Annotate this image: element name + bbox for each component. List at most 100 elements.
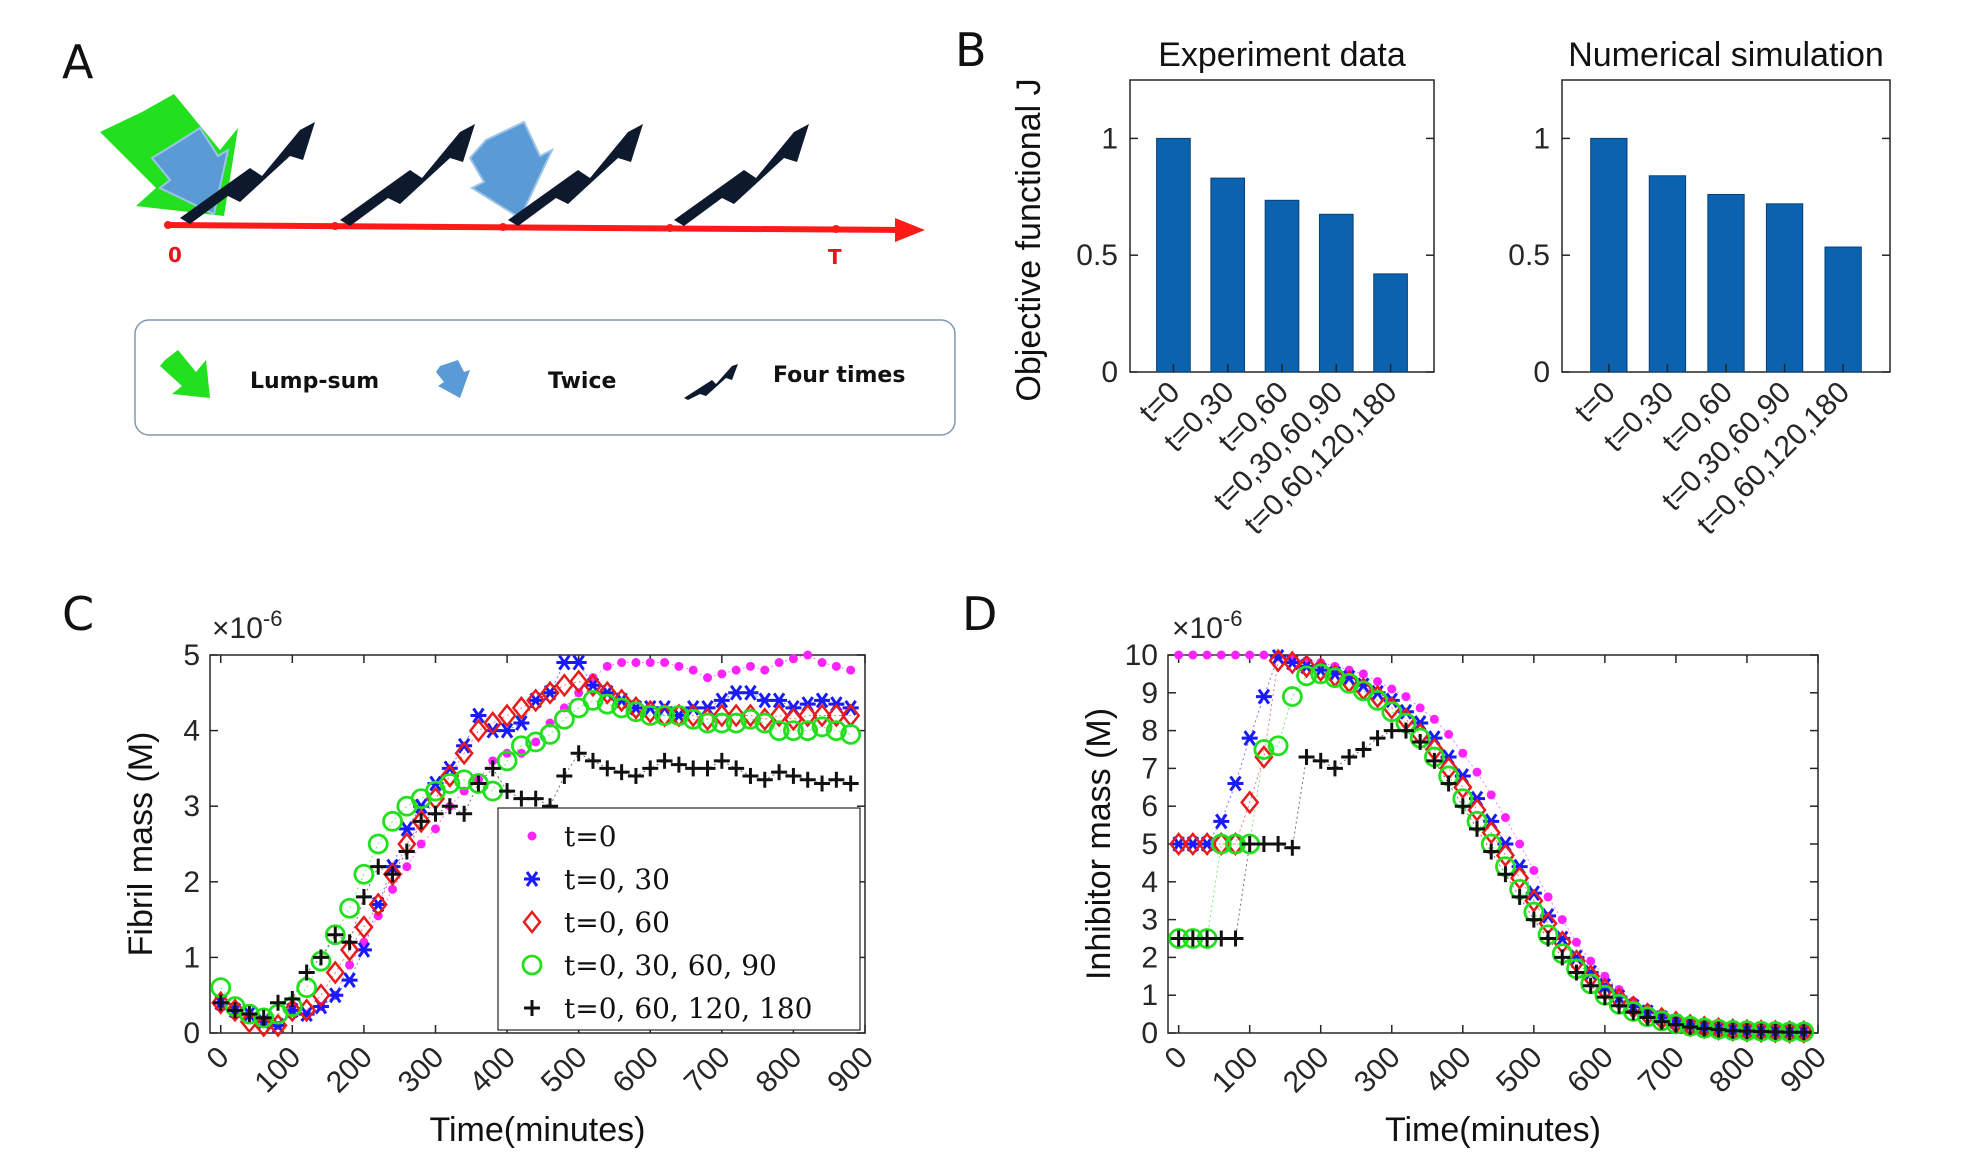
point — [454, 741, 474, 766]
legend-entry: t=0, 30 — [564, 863, 670, 896]
bar — [1765, 203, 1804, 373]
point — [1170, 930, 1187, 947]
y-axis-title: Inhibitor mass (M) — [1080, 708, 1118, 980]
point — [1184, 930, 1201, 947]
point — [712, 703, 732, 728]
point — [227, 1002, 244, 1019]
asterisk-stroke — [1342, 669, 1356, 686]
asterisk-stroke — [758, 692, 772, 709]
point — [668, 705, 690, 726]
y-tick-label: 4 — [1141, 866, 1158, 899]
point — [468, 718, 489, 743]
point — [470, 707, 487, 724]
plot-frame — [209, 654, 866, 1034]
point — [1696, 1020, 1713, 1037]
point — [1524, 888, 1544, 913]
point — [1453, 775, 1473, 800]
asterisk-stroke — [1556, 930, 1569, 947]
four-times-bolt-icon — [508, 124, 643, 226]
point — [799, 771, 816, 788]
point — [298, 964, 315, 981]
point — [660, 658, 670, 668]
point — [367, 833, 389, 855]
x-tick-label: 500 — [535, 1041, 594, 1100]
point — [582, 689, 604, 711]
point — [1469, 820, 1486, 837]
legend-entry: t=0 — [564, 820, 617, 853]
point — [611, 697, 633, 719]
y-tick-label: 5 — [1141, 828, 1158, 861]
point — [785, 767, 802, 784]
point — [1458, 748, 1468, 758]
point — [225, 998, 245, 1023]
asterisk-stroke — [400, 821, 414, 837]
point — [1429, 714, 1439, 724]
point — [1281, 686, 1303, 707]
legend-four-times-icon — [684, 364, 738, 400]
point — [368, 892, 388, 917]
asterisk-stroke — [844, 700, 857, 716]
point — [540, 680, 560, 705]
point — [1679, 1015, 1701, 1037]
point — [797, 720, 819, 741]
point — [510, 735, 532, 757]
point — [1296, 665, 1317, 687]
point — [1310, 663, 1332, 685]
legend-twice-label: Twice — [548, 369, 616, 394]
asterisk-stroke — [472, 707, 485, 724]
point — [688, 665, 698, 675]
point — [1240, 790, 1260, 815]
point — [1682, 1018, 1699, 1035]
point — [570, 654, 587, 671]
x-tick-label: 200 — [320, 1041, 379, 1100]
point — [1367, 689, 1388, 711]
point — [1270, 836, 1287, 852]
point — [612, 688, 632, 713]
asterisk-stroke — [500, 722, 514, 739]
four-times-bolt-icon — [340, 124, 475, 226]
point — [416, 839, 426, 849]
four-times-bolt-icon — [674, 124, 809, 226]
legend-box — [497, 807, 861, 1031]
point — [617, 658, 627, 668]
point — [768, 720, 790, 741]
panel-letter-b: B — [955, 23, 987, 77]
point — [814, 692, 831, 709]
point — [1511, 888, 1528, 905]
asterisk-stroke — [443, 760, 457, 777]
y-tick-label: 2 — [183, 866, 200, 899]
asterisk-stroke — [1371, 684, 1384, 701]
asterisk-stroke — [1243, 730, 1256, 747]
x-tick-label: 700 — [1632, 1041, 1691, 1100]
point — [1481, 820, 1501, 845]
point — [1753, 1023, 1770, 1040]
asterisk-stroke — [329, 987, 342, 1004]
point — [453, 769, 475, 791]
point — [1415, 703, 1425, 713]
asterisk-stroke — [357, 941, 371, 958]
point — [699, 760, 716, 777]
y-tick-label: 0.5 — [1508, 239, 1550, 272]
y-tick-label: 1 — [183, 941, 200, 974]
bar — [1590, 137, 1628, 373]
point — [1557, 915, 1567, 925]
point — [774, 658, 784, 668]
bar — [1707, 193, 1745, 373]
point — [1510, 866, 1530, 891]
point — [596, 693, 618, 715]
asterisk-stroke — [300, 1006, 313, 1022]
point — [241, 1006, 258, 1023]
point — [556, 654, 573, 671]
point — [1169, 831, 1189, 857]
asterisk-stroke — [525, 871, 539, 887]
point — [339, 937, 360, 962]
point — [212, 994, 229, 1011]
point — [742, 684, 759, 701]
x-tick-label: 100 — [1206, 1041, 1265, 1100]
point — [1401, 692, 1411, 702]
asterisk-stroke — [343, 972, 356, 988]
bar-chart-experiment: Experiment data00.51t=0t=0,30t=0,60t=0,3… — [1076, 36, 1435, 541]
point — [1472, 767, 1482, 777]
asterisk-stroke — [486, 722, 499, 739]
